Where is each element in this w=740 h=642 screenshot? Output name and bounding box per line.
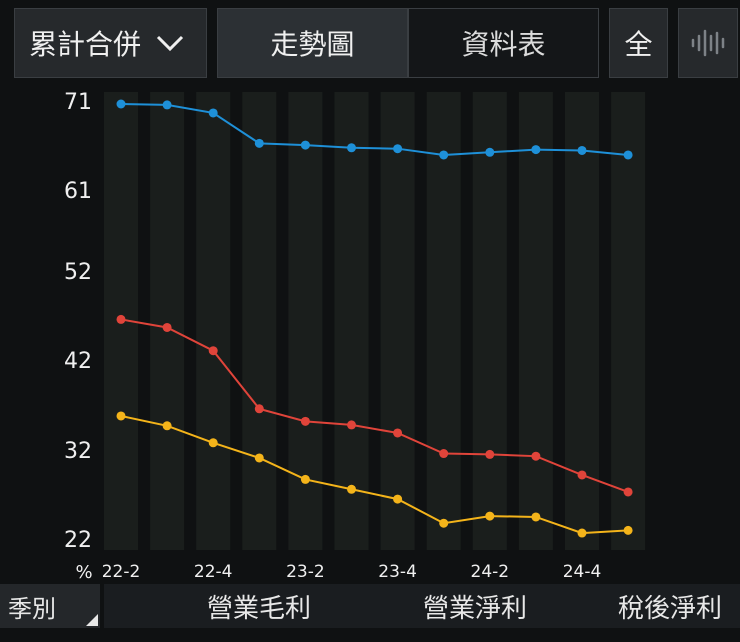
series-line-1 (120, 318, 629, 493)
data-point-0-23-2[interactable] (300, 140, 310, 150)
data-point-2-24-2[interactable] (485, 511, 495, 521)
x-tick-label: 23-4 (378, 562, 417, 582)
x-tick-label: 24-2 (470, 562, 510, 582)
tab-trend-label: 走勢圖 (270, 28, 355, 61)
series-line-0 (120, 103, 629, 156)
fullscreen-button[interactable]: 全 (609, 8, 668, 78)
y-tick-label: 61 (64, 179, 92, 205)
y-tick-label: 22 (64, 528, 92, 553)
data-point-0-23-4[interactable] (393, 144, 403, 154)
data-point-0-24-4[interactable] (577, 145, 587, 155)
data-point-2-23-2[interactable] (300, 474, 310, 484)
column-band-22-4 (196, 92, 231, 550)
data-point-1-23-3[interactable] (347, 420, 356, 430)
column-band-24-3 (518, 92, 553, 550)
legend-gross-margin: 營業毛利 (207, 594, 312, 624)
y-tick-label: 71 (64, 90, 92, 115)
data-point-1-22-2[interactable] (116, 314, 126, 324)
tab-data-table[interactable]: 資料表 (408, 8, 599, 78)
tab-table-label: 資料表 (461, 28, 546, 61)
x-tick-label: 24-4 (562, 562, 602, 582)
data-point-2-23-4[interactable] (393, 494, 403, 504)
data-point-2-22-2[interactable] (116, 411, 126, 421)
data-point-0-24-3[interactable] (531, 145, 541, 155)
x-tick-label: 22-4 (193, 562, 233, 582)
data-point-1-24-1[interactable] (439, 449, 449, 459)
column-band-24-4 (565, 92, 599, 550)
data-point-0-25-1[interactable] (623, 150, 633, 160)
legend-bar (104, 584, 740, 628)
fullscreen-label: 全 (624, 28, 653, 61)
data-point-2-22-3[interactable] (162, 421, 172, 431)
data-point-1-24-3[interactable] (531, 451, 541, 461)
data-point-2-23-1[interactable] (254, 453, 264, 463)
consolidation-dropdown[interactable]: 累計合併 (14, 8, 207, 78)
data-point-1-25-1[interactable] (623, 487, 633, 497)
dropdown-label: 累計合併 (29, 28, 142, 61)
data-point-0-24-2[interactable] (485, 147, 495, 157)
y-tick-label: 52 (64, 259, 92, 285)
column-band-23-3 (334, 92, 369, 550)
data-point-0-22-2[interactable] (116, 99, 126, 109)
tab-trend-chart[interactable]: 走勢圖 (217, 8, 408, 78)
data-point-2-23-3[interactable] (347, 484, 356, 494)
data-point-1-23-1[interactable] (254, 404, 264, 414)
season-label: 季別 (8, 594, 56, 623)
data-point-0-22-3[interactable] (162, 100, 172, 110)
series-line-2 (120, 414, 629, 535)
data-point-1-22-4[interactable] (208, 346, 218, 356)
data-point-1-24-4[interactable] (577, 470, 587, 480)
column-band-23-4 (380, 92, 415, 550)
y-tick-label: 32 (64, 438, 92, 464)
data-point-1-22-3[interactable] (162, 322, 172, 332)
waveform-icon (691, 29, 725, 57)
x-tick-label: 23-2 (286, 562, 325, 582)
data-point-1-23-2[interactable] (300, 416, 310, 426)
data-point-1-23-4[interactable] (393, 428, 403, 438)
legend-net-margin: 稅後淨利 (618, 594, 723, 624)
data-point-2-25-1[interactable] (623, 525, 633, 535)
data-point-0-22-4[interactable] (208, 108, 218, 118)
legend-operating-margin: 營業淨利 (423, 594, 528, 624)
x-tick-label: 22-2 (101, 562, 141, 582)
data-point-2-24-4[interactable] (577, 528, 587, 538)
voice-button[interactable] (678, 8, 738, 78)
data-point-2-24-3[interactable] (531, 512, 541, 522)
data-point-2-24-1[interactable] (439, 518, 449, 528)
column-band-24-2 (472, 92, 507, 550)
column-band-24-1 (426, 92, 461, 550)
unit-label: % (75, 562, 93, 583)
data-point-2-22-4[interactable] (208, 438, 218, 448)
data-point-0-23-1[interactable] (254, 138, 264, 148)
column-band-22-3 (150, 92, 185, 550)
corner-triangle-icon (86, 614, 98, 626)
chevron-down-icon (156, 35, 184, 52)
data-point-1-24-2[interactable] (485, 449, 495, 459)
column-band-25-1 (611, 92, 646, 550)
column-band-23-1 (242, 92, 277, 550)
y-tick-label: 42 (64, 349, 92, 375)
season-selector[interactable]: 季別 (0, 584, 100, 628)
data-point-0-24-1[interactable] (439, 150, 449, 160)
data-point-0-23-3[interactable] (347, 143, 356, 153)
